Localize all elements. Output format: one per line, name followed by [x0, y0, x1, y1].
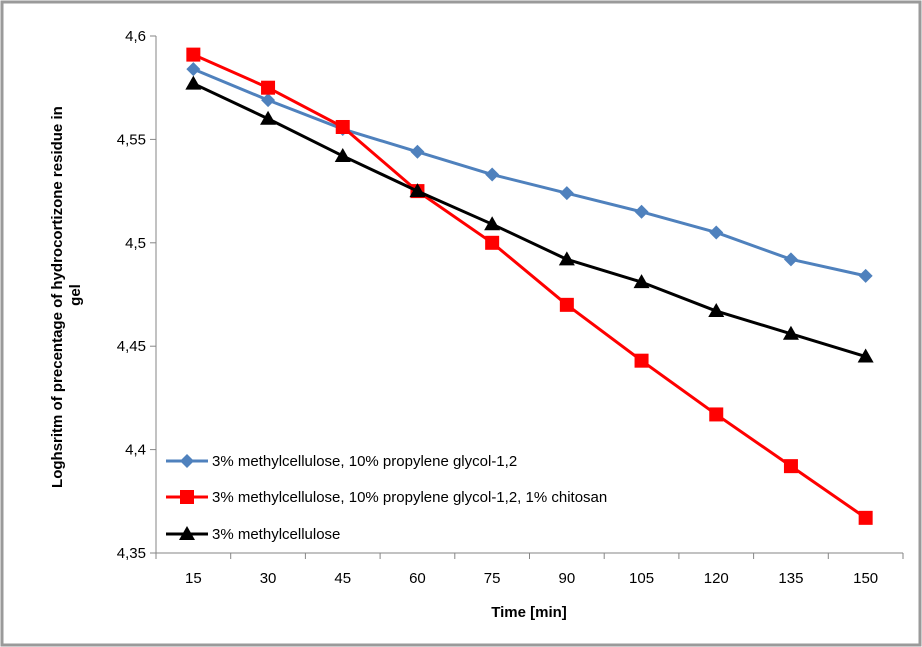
series-line: [192, 53, 867, 520]
y-axis-title-line-2: gel: [67, 284, 84, 306]
data-point: [261, 80, 276, 95]
y-tick-label: 4,55: [117, 131, 146, 148]
series-1: [186, 62, 873, 283]
x-tick-label: 150: [853, 570, 878, 587]
legend-marker: [180, 490, 194, 504]
data-point: [186, 62, 201, 77]
legend-label: 3% methylcellulose, 10% propylene glycol…: [212, 489, 607, 506]
y-tick-label: 4,45: [117, 338, 146, 355]
data-point: [334, 147, 351, 162]
legend-label: 3% methylcellulose, 10% propylene glycol…: [212, 453, 517, 470]
x-tick-label: 90: [559, 570, 576, 587]
x-tick-label: 75: [484, 570, 501, 587]
x-ticks: 15 30 45 60 75 90 105 120 135 150: [155, 553, 904, 587]
y-axis-title-line-1: Loghsritm of precentage of hydrocortizon…: [49, 106, 66, 488]
y-tick-label: 4,35: [117, 545, 146, 562]
data-point: [783, 252, 798, 267]
data-point: [709, 225, 724, 240]
data-point: [559, 186, 574, 201]
plot-area: 4,35 4,4 4,45 4,5 4,55 4,6 15 30 45 60 75 90 105 120…: [117, 28, 904, 587]
legend-item-1: 3% methylcellulose, 10% propylene glycol…: [166, 453, 517, 470]
data-point: [185, 75, 202, 90]
data-point: [708, 303, 725, 318]
data-point: [485, 167, 500, 182]
x-tick-label: 45: [334, 570, 351, 587]
series-3: [185, 75, 874, 363]
data-point: [409, 183, 426, 198]
data-point: [335, 119, 350, 134]
data-point: [260, 110, 277, 125]
data-point: [858, 268, 873, 283]
data-point: [485, 235, 500, 250]
data-point: [186, 47, 201, 62]
legend-item-3: 3% methylcellulose: [166, 526, 340, 543]
y-axis-title: Loghsritm of precentage of hydrocortizon…: [49, 102, 84, 488]
data-point: [634, 204, 649, 219]
series-line: [192, 82, 867, 358]
data-point: [558, 251, 575, 266]
data-point: [484, 216, 501, 231]
x-tick-label: 105: [629, 570, 654, 587]
data-point: [783, 459, 798, 474]
legend-marker: [179, 526, 195, 540]
x-axis-title: Time [min]: [491, 604, 567, 621]
y-tick-label: 4,5: [125, 235, 146, 252]
legend-item-2: 3% methylcellulose, 10% propylene glycol…: [166, 489, 607, 506]
data-point: [633, 274, 650, 289]
y-tick-label: 4,6: [125, 28, 146, 45]
data-point: [410, 144, 425, 159]
data-point: [559, 297, 574, 312]
legend-label: 3% methylcellulose: [212, 526, 340, 543]
x-tick-label: 60: [409, 570, 426, 587]
y-ticks: 4,35 4,4 4,45 4,5 4,55 4,6: [117, 28, 156, 562]
x-tick-label: 15: [185, 570, 202, 587]
data-point: [261, 93, 276, 108]
series-layer: [185, 47, 874, 525]
series-line: [192, 67, 866, 278]
legend-marker: [180, 454, 194, 468]
legend: 3% methylcellulose, 10% propylene glycol…: [166, 453, 607, 543]
data-point: [634, 353, 649, 368]
y-tick-label: 4,4: [125, 442, 146, 459]
data-point: [857, 348, 874, 363]
x-tick-label: 30: [260, 570, 277, 587]
data-point: [782, 325, 799, 340]
data-point: [709, 407, 724, 422]
data-point: [858, 510, 873, 525]
x-tick-label: 135: [778, 570, 803, 587]
x-tick-label: 120: [704, 570, 729, 587]
